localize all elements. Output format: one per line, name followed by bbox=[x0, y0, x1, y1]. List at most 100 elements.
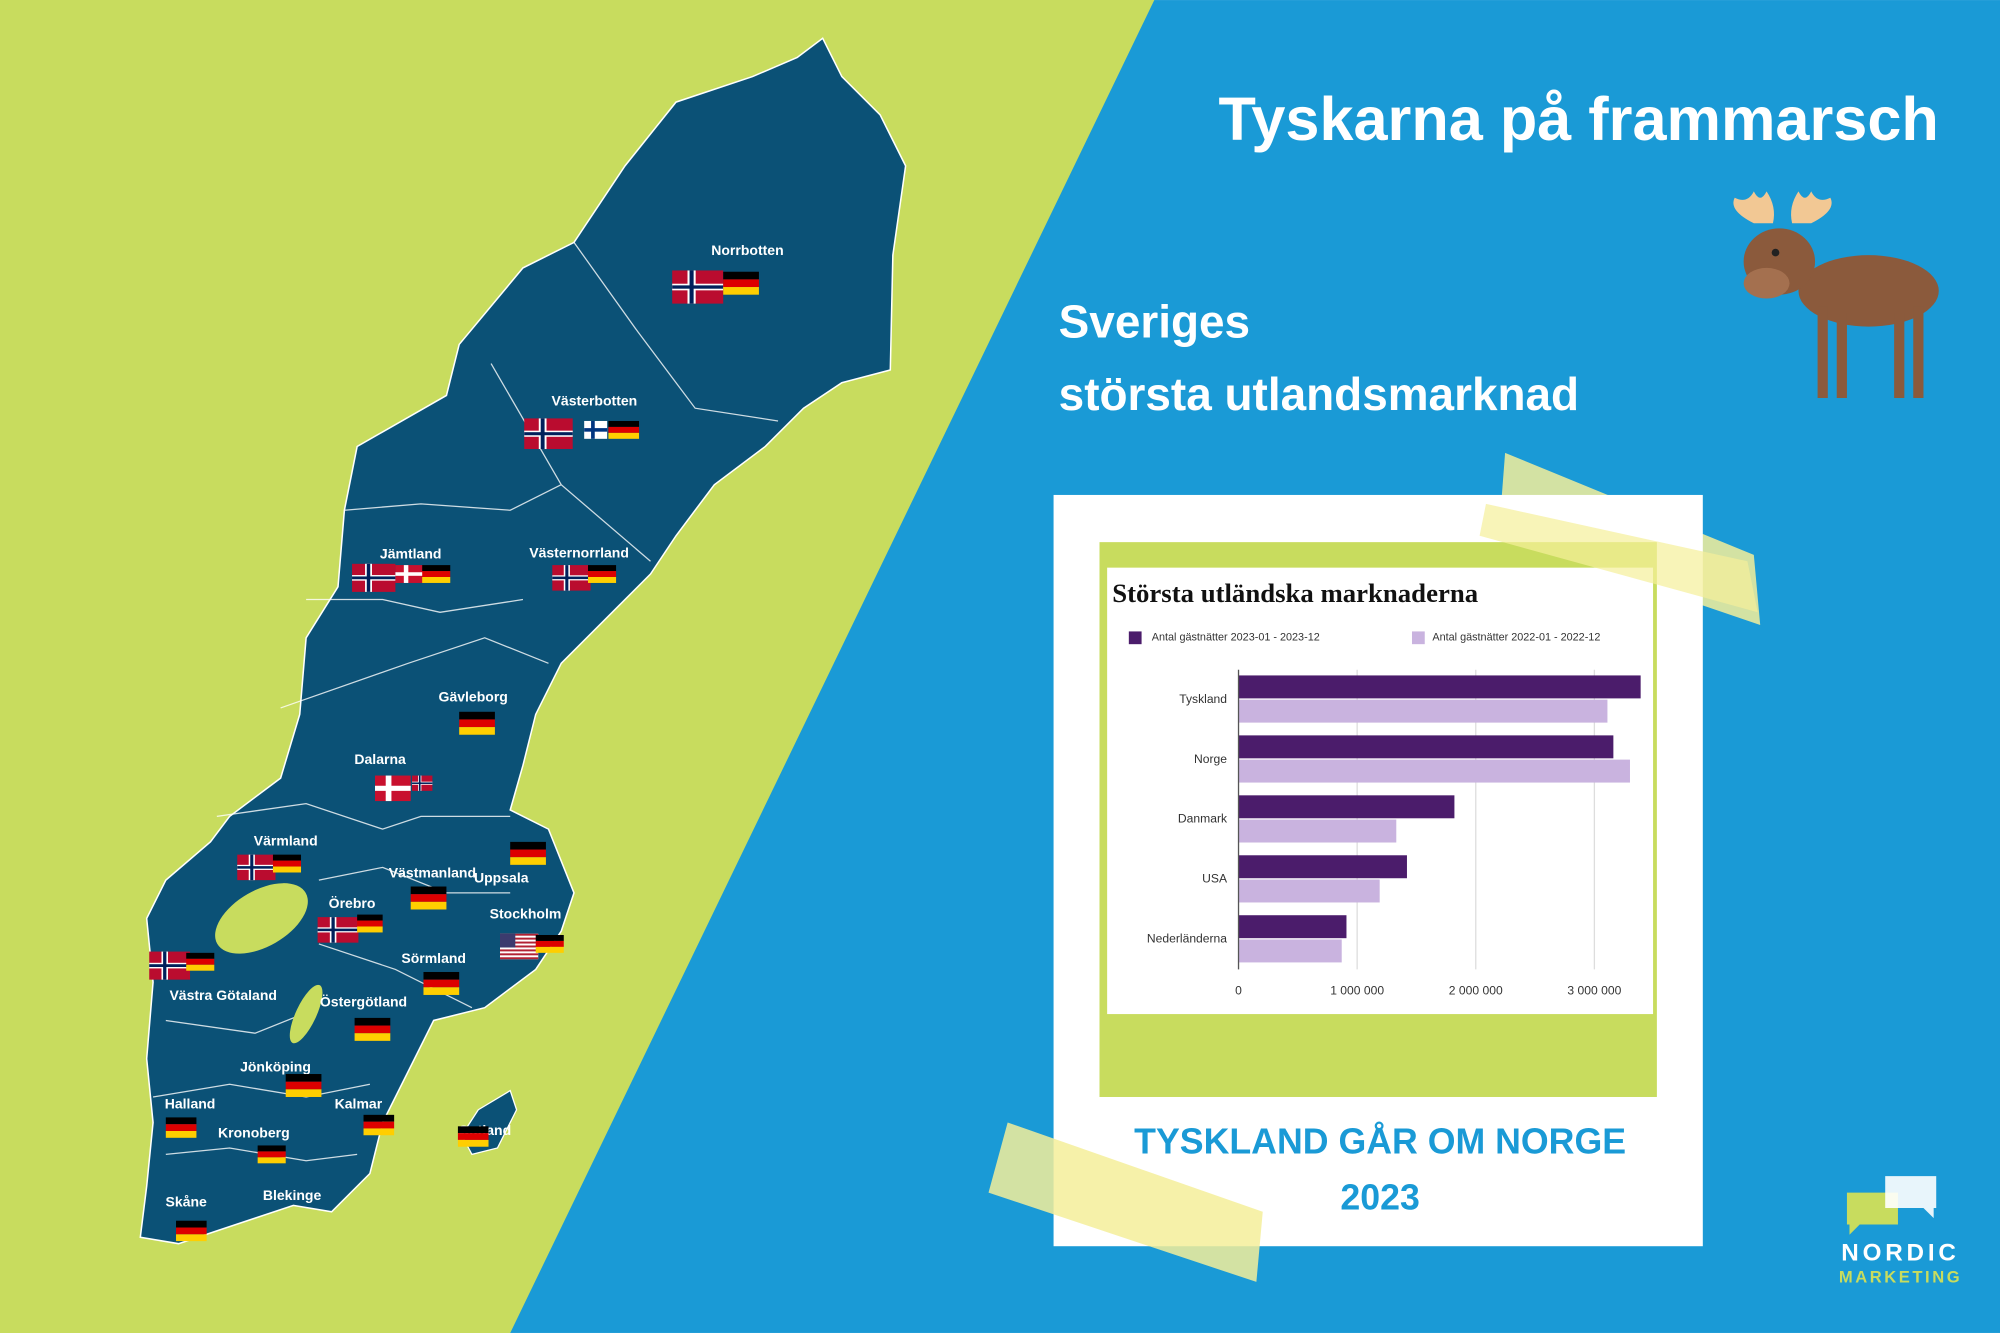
flag-part bbox=[524, 432, 573, 436]
region-label: Västra Götaland bbox=[169, 987, 277, 1003]
bar-chart: Största utländska marknaderna Antal gäst… bbox=[1112, 578, 1641, 997]
subtitle: största utlandsmarknad bbox=[1059, 368, 1579, 420]
flag-part bbox=[422, 565, 451, 572]
y-tick-label: Tyskland bbox=[1179, 692, 1227, 706]
flag-part bbox=[422, 577, 451, 583]
flag bbox=[357, 914, 383, 933]
x-tick-label: 1 000 000 bbox=[1330, 983, 1384, 997]
flag-part bbox=[165, 1130, 197, 1138]
flag-part bbox=[272, 854, 302, 861]
bar bbox=[1238, 675, 1641, 699]
region-label: Östergötland bbox=[320, 993, 407, 1009]
region-borders bbox=[152, 242, 779, 1162]
flag-part bbox=[608, 426, 640, 433]
flag-part bbox=[500, 953, 539, 956]
flag-part bbox=[149, 964, 191, 968]
region-label: Stockholm bbox=[490, 905, 562, 921]
region-label: Sörmland bbox=[401, 950, 466, 966]
logo-text: MARKETING bbox=[1839, 1267, 1962, 1286]
region-label: Kronoberg bbox=[218, 1125, 290, 1141]
flag bbox=[363, 1114, 395, 1136]
flag-part bbox=[552, 576, 591, 580]
flag-part bbox=[285, 1081, 322, 1090]
map: Norrbotten Västerbotten Jämtland Västernorr… bbox=[139, 37, 907, 1245]
x-tick-label: 2 000 000 bbox=[1449, 983, 1503, 997]
flag bbox=[672, 270, 724, 304]
subtitle: Sveriges bbox=[1059, 295, 1250, 347]
flag-part bbox=[363, 1121, 395, 1129]
flag-part bbox=[423, 971, 460, 980]
flag-part bbox=[352, 576, 396, 580]
region-label: Norrbotten bbox=[711, 242, 783, 258]
legend-swatch bbox=[1128, 631, 1142, 645]
flag-part bbox=[535, 940, 564, 947]
bar bbox=[1238, 915, 1347, 939]
bar bbox=[1238, 879, 1380, 903]
y-tick-label: Nederländerna bbox=[1147, 932, 1227, 946]
flag-part bbox=[535, 946, 564, 953]
x-tick-label: 0 bbox=[1235, 983, 1242, 997]
logo: NORDIC MARKETING bbox=[1839, 1176, 1962, 1286]
legend-swatch bbox=[1411, 631, 1425, 645]
flag bbox=[410, 886, 447, 910]
flag-part bbox=[357, 914, 383, 921]
bar bbox=[1238, 855, 1407, 879]
flag bbox=[237, 854, 276, 881]
flag-part bbox=[285, 1074, 322, 1082]
flag-part bbox=[354, 1017, 391, 1026]
bar bbox=[1238, 759, 1630, 783]
flag bbox=[272, 854, 302, 873]
flag bbox=[165, 1117, 197, 1138]
flag-part bbox=[186, 958, 215, 965]
legend-label: Antal gästnätter 2023-01 - 2023-12 bbox=[1152, 632, 1320, 644]
flag bbox=[457, 1126, 489, 1147]
flag bbox=[422, 565, 451, 583]
flag-part bbox=[457, 1139, 489, 1147]
chart-area bbox=[1107, 567, 1654, 1015]
flag-part bbox=[457, 1133, 489, 1140]
flag bbox=[552, 565, 591, 591]
flag-part bbox=[410, 894, 447, 902]
flag bbox=[608, 420, 640, 439]
y-tick-label: USA bbox=[1202, 872, 1228, 886]
flag bbox=[149, 951, 191, 980]
flag bbox=[375, 775, 411, 802]
flag-part bbox=[584, 428, 608, 432]
flag-part bbox=[723, 287, 759, 295]
flag-part bbox=[672, 285, 724, 289]
flag-part bbox=[608, 432, 640, 439]
region-label: Örebro bbox=[329, 895, 376, 911]
flag bbox=[352, 563, 396, 592]
flag-part bbox=[588, 571, 617, 578]
lake-vanern bbox=[215, 883, 308, 954]
flag-part bbox=[410, 901, 447, 910]
x-tick-label: 3 000 000 bbox=[1567, 983, 1621, 997]
flag bbox=[459, 711, 495, 735]
flag-part bbox=[354, 1025, 391, 1034]
flag bbox=[186, 952, 215, 971]
flag-part bbox=[354, 1033, 391, 1041]
bar bbox=[1238, 735, 1614, 759]
flag bbox=[500, 933, 539, 960]
flag-part bbox=[165, 1124, 197, 1131]
flag-part bbox=[176, 1220, 207, 1228]
flag-part bbox=[363, 1128, 395, 1136]
region-label: Jönköping bbox=[240, 1058, 311, 1074]
y-tick-label: Norge bbox=[1194, 752, 1227, 766]
bar bbox=[1238, 795, 1455, 819]
flag-part bbox=[510, 849, 546, 858]
flag-part bbox=[500, 933, 516, 948]
flag-part bbox=[500, 937, 539, 940]
flag bbox=[176, 1220, 207, 1242]
flag-part bbox=[176, 1234, 207, 1242]
flag-part bbox=[588, 577, 617, 583]
flag-part bbox=[186, 964, 215, 971]
flag bbox=[423, 971, 460, 995]
flag-part bbox=[357, 920, 383, 927]
flag-part bbox=[510, 841, 546, 850]
flag-part bbox=[285, 1089, 322, 1097]
flag-part bbox=[272, 860, 302, 867]
flag bbox=[395, 565, 424, 583]
flag-part bbox=[459, 719, 495, 728]
flag-part bbox=[257, 1151, 286, 1158]
